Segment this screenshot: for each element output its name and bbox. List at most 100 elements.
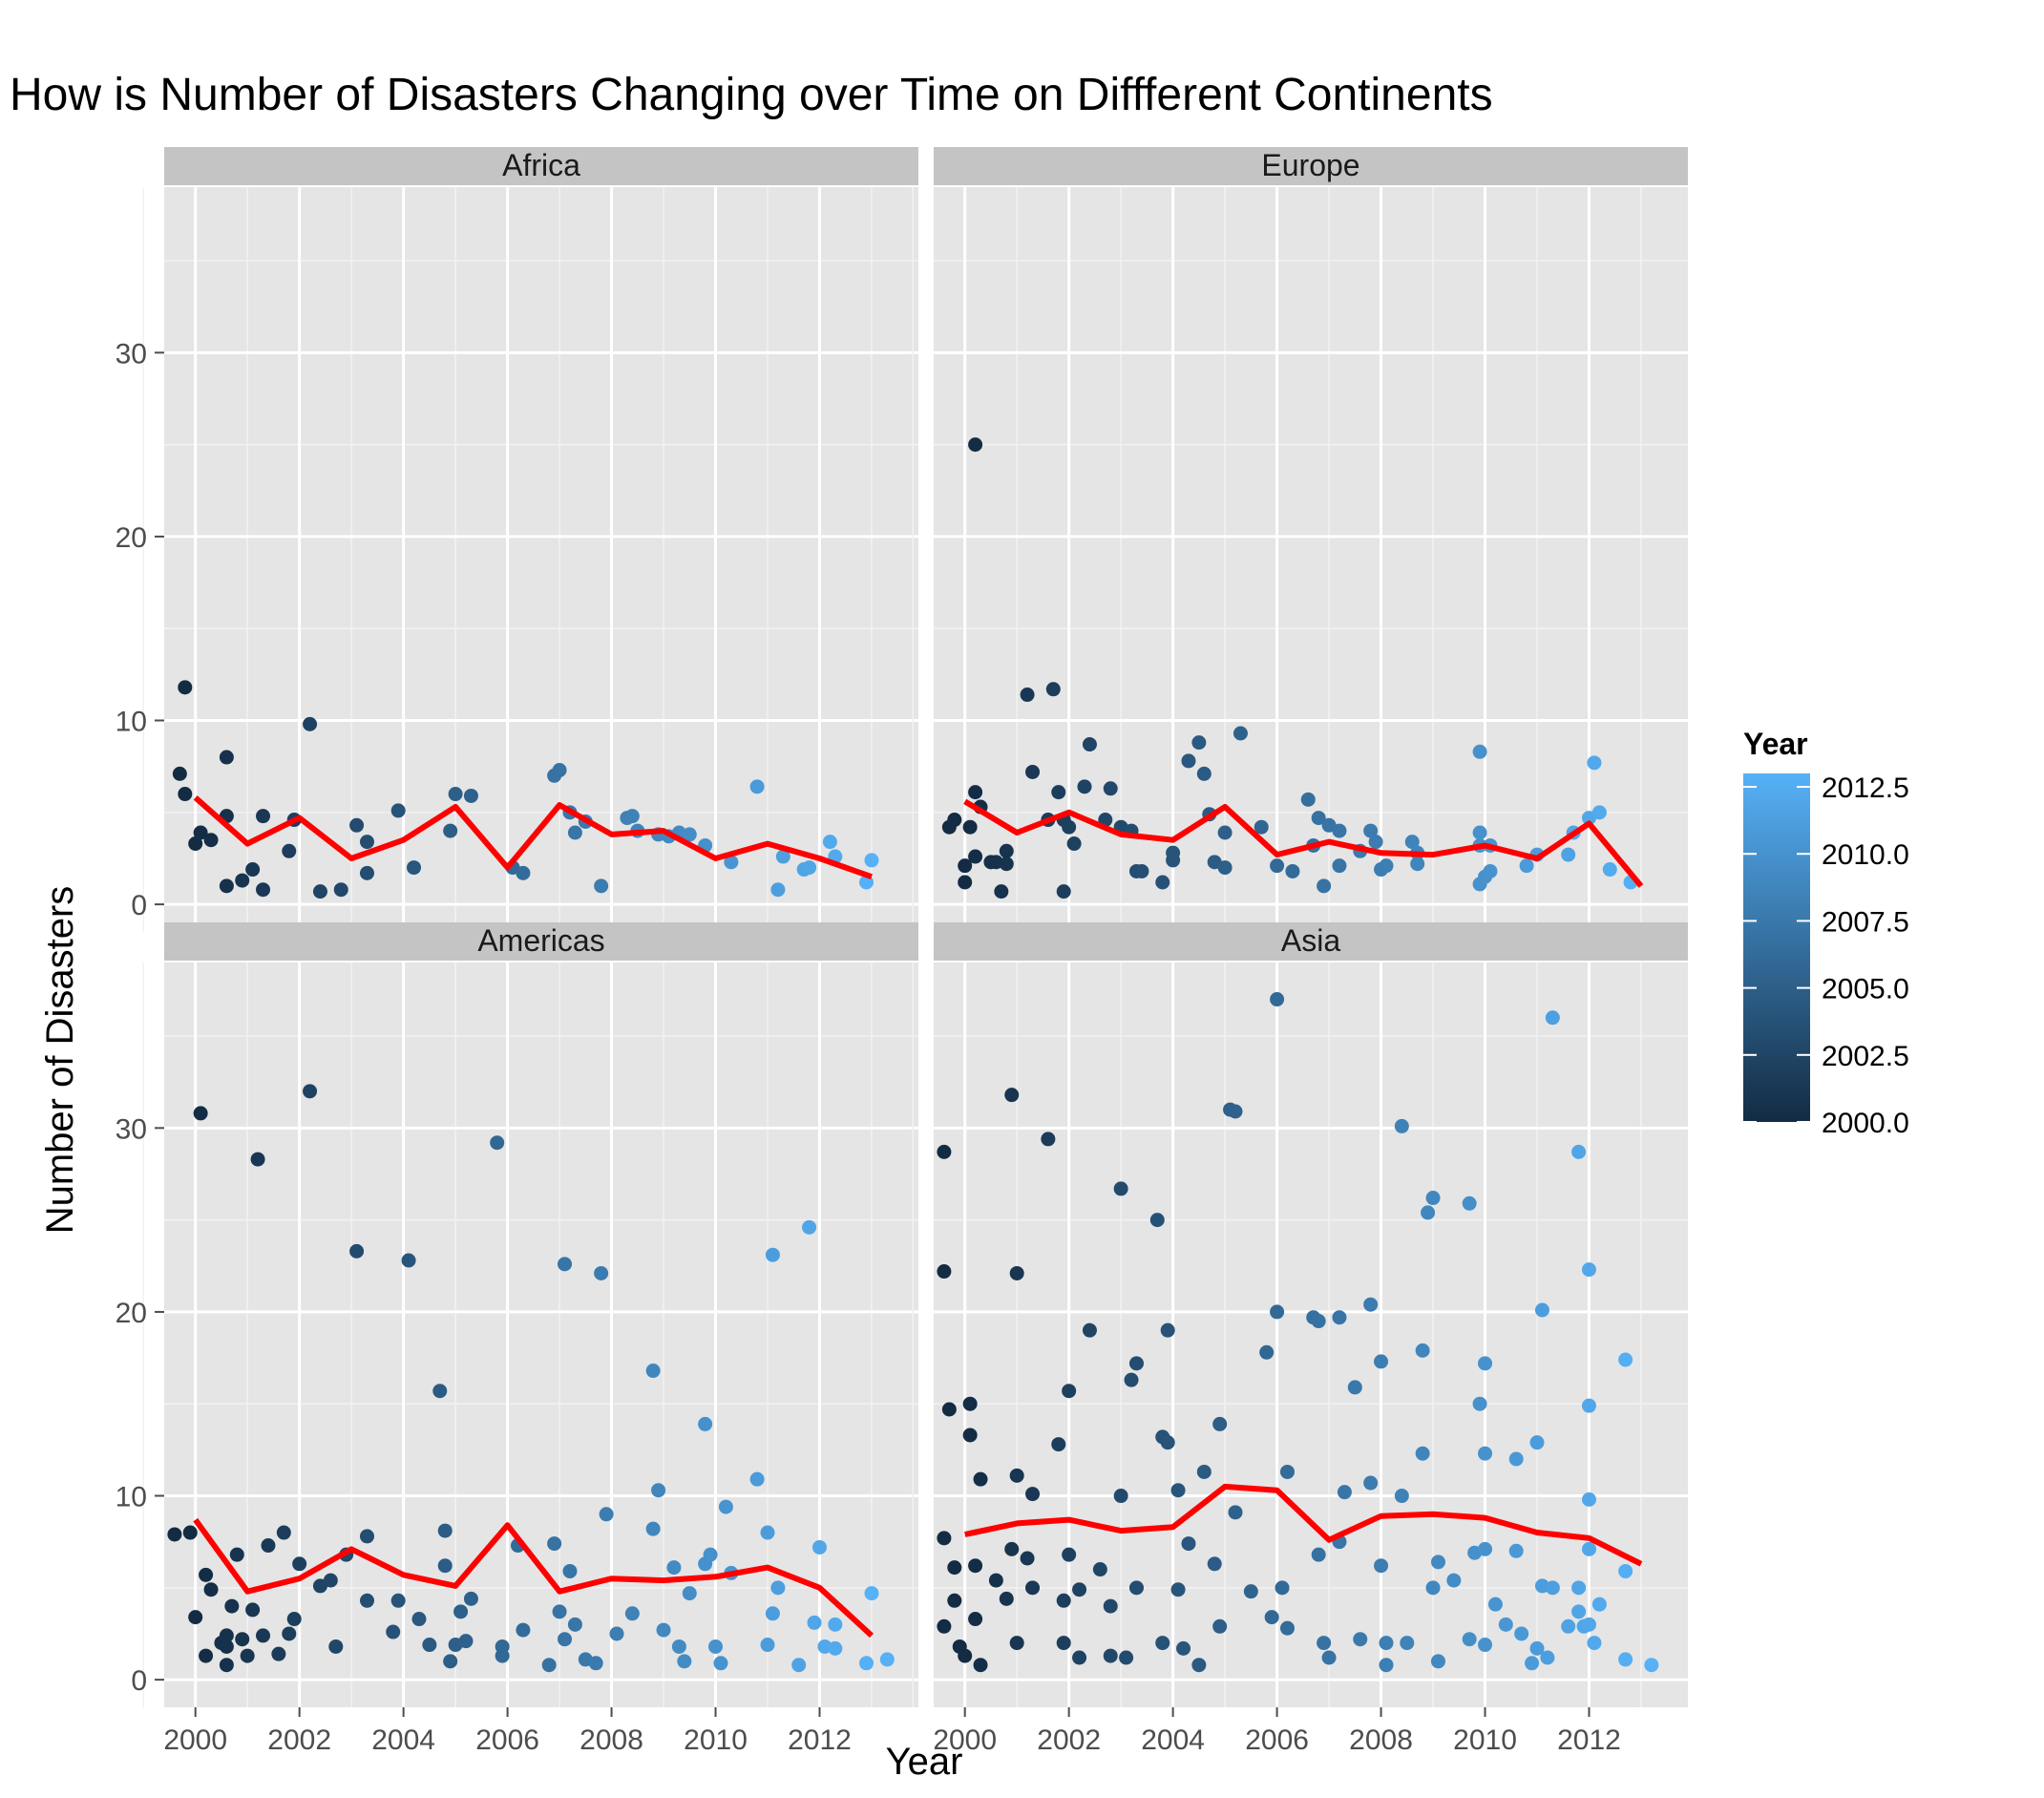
data-point — [677, 1654, 692, 1669]
data-point — [178, 680, 193, 695]
x-tick-label: 2004 — [1141, 1724, 1205, 1756]
data-point — [458, 1634, 474, 1649]
data-point — [1020, 687, 1035, 703]
data-point — [240, 1648, 255, 1663]
data-point — [1379, 858, 1394, 874]
data-point — [1166, 845, 1181, 860]
data-point — [1545, 1010, 1560, 1026]
data-point — [651, 1483, 666, 1498]
panel-americas: Americas 0 10 20 30 2000 2002 2004 2006 2008 2010 2… — [116, 922, 918, 1756]
data-point — [1540, 1650, 1555, 1665]
data-point — [1478, 1541, 1493, 1556]
data-point — [552, 1604, 567, 1619]
data-point — [724, 855, 739, 870]
data-point — [349, 1243, 365, 1259]
data-point — [666, 1560, 682, 1576]
data-point — [1478, 1638, 1493, 1653]
data-point — [1591, 1597, 1607, 1612]
data-point — [937, 1264, 952, 1280]
data-point — [390, 803, 406, 818]
data-point — [1425, 1580, 1441, 1596]
data-point — [193, 1106, 208, 1121]
data-point — [1103, 1648, 1118, 1663]
data-point — [1347, 1380, 1362, 1395]
legend-ticks: 2012.5 2010.0 2007.5 2005.0 2002.5 2000.0 — [1743, 772, 1909, 1139]
data-point — [463, 1591, 478, 1606]
data-point — [178, 787, 193, 802]
data-point — [1270, 1304, 1285, 1320]
data-point — [1529, 1640, 1545, 1656]
data-point — [276, 1525, 291, 1540]
data-point — [199, 1567, 214, 1582]
data-point — [770, 1580, 786, 1596]
x-tick-label: 2004 — [371, 1724, 435, 1756]
data-point — [718, 1499, 733, 1514]
data-point — [1155, 875, 1170, 890]
data-point — [822, 835, 837, 850]
data-point — [994, 884, 1009, 899]
data-point — [1128, 1356, 1144, 1371]
data-point — [219, 1658, 234, 1673]
data-point — [1082, 1322, 1097, 1338]
panel-africa: Africa 0 10 20 30 — [116, 147, 918, 932]
data-point — [749, 779, 765, 794]
data-point — [594, 1265, 609, 1280]
data-point — [1363, 1297, 1379, 1312]
data-point — [864, 853, 879, 868]
data-point — [282, 843, 297, 858]
data-point — [1217, 860, 1233, 876]
legend-title: Year — [1743, 727, 1808, 761]
data-point — [988, 1573, 1003, 1588]
data-point — [1311, 1547, 1326, 1562]
data-point — [235, 873, 250, 888]
panel-europe: Europe — [912, 147, 1688, 932]
legend-label: 2012.5 — [1822, 772, 1909, 804]
data-point — [407, 860, 422, 876]
data-point — [807, 1615, 822, 1630]
y-tick-label: 30 — [116, 1113, 147, 1145]
data-point — [1374, 1354, 1389, 1369]
data-point — [1004, 1541, 1020, 1556]
x-tick-label: 2008 — [579, 1724, 643, 1756]
legend: Year 2012.5 2010.0 2007.5 2005.0 2002.5 2000.… — [1743, 727, 1909, 1139]
data-point — [1025, 764, 1041, 779]
data-point — [1581, 1491, 1596, 1507]
strip-africa — [164, 147, 918, 185]
data-point — [235, 1632, 250, 1647]
data-point — [958, 875, 973, 890]
data-point — [229, 1547, 244, 1562]
trend-line-africa — [193, 795, 873, 880]
data-point — [1591, 805, 1607, 820]
data-point — [828, 1640, 843, 1656]
data-point — [962, 1428, 978, 1443]
data-point — [1430, 1555, 1445, 1570]
data-point — [1217, 825, 1233, 840]
trend-line-europe — [963, 798, 1644, 888]
data-point — [182, 1525, 198, 1540]
data-point — [682, 1586, 697, 1601]
data-point — [1051, 785, 1066, 800]
data-point — [490, 1135, 505, 1151]
data-point — [256, 809, 271, 824]
data-point — [1062, 1547, 1077, 1562]
data-point — [879, 1652, 895, 1667]
data-point — [968, 1612, 983, 1627]
data-point — [713, 1656, 728, 1671]
data-point — [1561, 1618, 1576, 1634]
data-point — [1400, 1636, 1415, 1651]
data-point — [1254, 819, 1269, 835]
data-point — [1514, 1626, 1529, 1641]
data-point — [1004, 1088, 1020, 1103]
data-point — [167, 1527, 182, 1542]
data-point — [1602, 862, 1617, 878]
data-point — [1009, 1636, 1024, 1651]
y-tick-label: 10 — [116, 1482, 147, 1513]
data-point — [791, 1658, 807, 1673]
data-point — [552, 763, 567, 778]
data-point — [1124, 1372, 1139, 1387]
data-point — [1529, 1435, 1545, 1450]
data-point — [286, 1612, 302, 1627]
data-point — [1311, 1314, 1326, 1329]
data-point — [645, 1364, 661, 1379]
data-point — [698, 1416, 713, 1431]
